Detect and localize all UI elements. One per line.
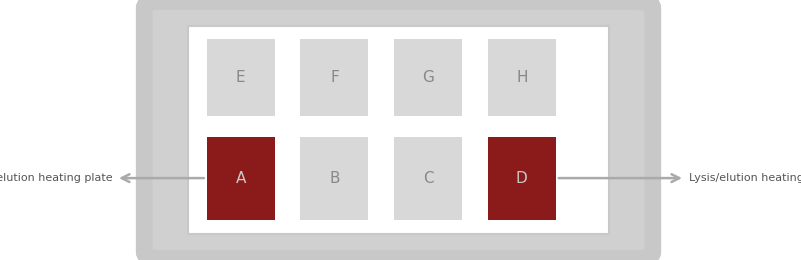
Text: Lysis/elution heating plate: Lysis/elution heating plate (0, 173, 112, 183)
Text: F: F (330, 70, 339, 85)
Bar (394, 136, 462, 220)
Text: E: E (235, 70, 246, 85)
Bar (207, 39, 275, 116)
Text: D: D (516, 171, 528, 186)
Bar (488, 136, 556, 220)
Text: G: G (422, 70, 434, 85)
Bar (488, 39, 556, 116)
Text: B: B (329, 171, 340, 186)
Bar (188, 26, 609, 234)
Text: A: A (235, 171, 246, 186)
Bar (207, 136, 275, 220)
FancyBboxPatch shape (144, 1, 653, 259)
Bar (394, 39, 462, 116)
Text: Lysis/elution heating plate: Lysis/elution heating plate (689, 173, 801, 183)
Text: C: C (423, 171, 433, 186)
Text: H: H (516, 70, 528, 85)
Bar (300, 39, 368, 116)
Bar (300, 136, 368, 220)
